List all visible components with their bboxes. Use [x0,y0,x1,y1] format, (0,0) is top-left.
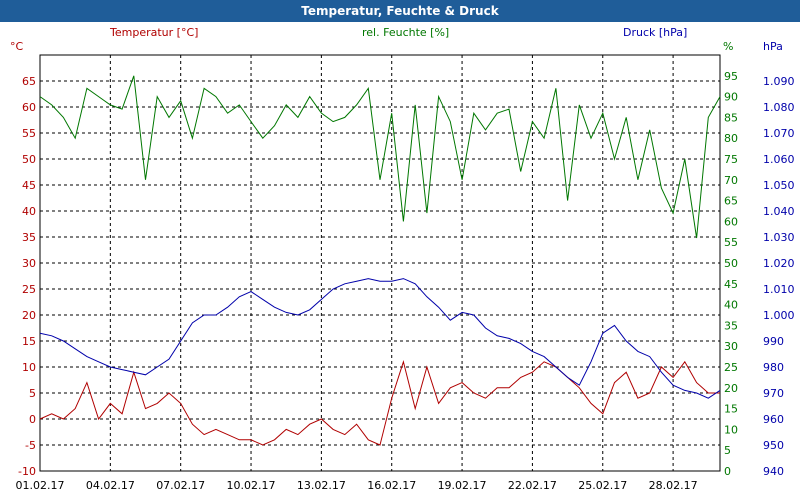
humidity-tick-label: 60 [724,215,738,228]
x-tick-label: 22.02.17 [508,479,557,492]
pressure-unit-label: hPa [763,40,783,53]
grid [40,55,720,472]
humidity-axis-label: rel. Feuchte [%] [362,26,449,39]
pressure-tick-label: 1.000 [763,309,795,322]
pressure-tick-label: 970 [763,387,784,400]
pressure-axis-label: Druck [hPa] [623,26,687,39]
humidity-tick-label: 65 [724,195,738,208]
series-layer [39,75,721,446]
x-tick-label: 25.02.17 [578,479,627,492]
humidity-tick-label: 15 [724,403,738,416]
pressure-tick-label: 1.030 [763,231,795,244]
chart-canvas: °C Temperatur [°C] rel. Feuchte [%] Druc… [0,22,800,500]
x-tick-label: 16.02.17 [367,479,416,492]
humidity-tick-label: 45 [724,278,738,291]
pressure-tick-label: 1.070 [763,127,795,140]
x-tick-label: 13.02.17 [297,479,346,492]
temperature-tick-label: 40 [22,205,36,218]
humidity-tick-label: 10 [724,423,738,436]
temperature-tick-label: 60 [22,101,36,114]
humidity-tick-label: 30 [724,340,738,353]
humidity-tick-label: 90 [724,91,738,104]
temperature-tick-label: 35 [22,231,36,244]
temperature-axis-label: Temperatur [°C] [109,26,198,39]
humidity-tick-label: 25 [724,361,738,374]
plot-frame [39,54,721,472]
pressure-tick-label: 950 [763,439,784,452]
x-tick-label: 19.02.17 [438,479,487,492]
temperature-tick-label: 20 [22,309,36,322]
x-tick-label: 10.02.17 [227,479,276,492]
humidity-tick-label: 55 [724,236,738,249]
temperature-series-line [39,359,720,446]
temperature-tick-label: 50 [22,153,36,166]
humidity-tick-label: 70 [724,174,738,187]
pressure-tick-label: 1.040 [763,205,795,218]
pressure-tick-label: 1.060 [763,153,795,166]
x-tick-label: 01.02.17 [16,479,65,492]
pressure-tick-label: 940 [763,465,784,478]
x-tick-label: 28.02.17 [649,479,698,492]
pressure-tick-label: 1.050 [763,179,795,192]
pressure-tick-label: 1.020 [763,257,795,270]
window-title: Temperatur, Feuchte & Druck [301,4,499,18]
temperature-tick-label: 30 [22,257,36,270]
temperature-tick-label: 0 [29,413,36,426]
axes: °C Temperatur [°C] rel. Feuchte [%] Druc… [10,26,795,492]
humidity-tick-label: 35 [724,319,738,332]
pressure-tick-label: 1.080 [763,101,795,114]
temperature-tick-label: -10 [18,465,36,478]
temperature-unit-label: °C [10,40,24,53]
humidity-tick-label: 5 [724,444,731,457]
x-tick-label: 07.02.17 [156,479,205,492]
pressure-tick-label: 990 [763,335,784,348]
temperature-tick-label: 15 [22,335,36,348]
temperature-tick-label: 45 [22,179,36,192]
humidity-tick-label: 80 [724,132,738,145]
humidity-tick-label: 50 [724,257,738,270]
pressure-tick-label: 1.090 [763,75,795,88]
temperature-tick-label: -5 [25,439,36,452]
temperature-tick-label: 65 [22,75,36,88]
pressure-tick-label: 980 [763,361,784,374]
pressure-series-line [39,278,721,399]
temperature-tick-label: 5 [29,387,36,400]
temperature-tick-label: 55 [22,127,36,140]
pressure-tick-label: 1.010 [763,283,795,296]
temperature-tick-label: 10 [22,361,36,374]
pressure-tick-label: 960 [763,413,784,426]
humidity-series-line [39,75,721,239]
humidity-unit-label: % [723,40,733,53]
humidity-tick-label: 75 [724,153,738,166]
temperature-tick-label: 25 [22,283,36,296]
window-titlebar: Temperatur, Feuchte & Druck [0,0,800,23]
humidity-tick-label: 20 [724,382,738,395]
humidity-tick-label: 40 [724,299,738,312]
humidity-tick-label: 85 [724,111,738,124]
humidity-tick-label: 95 [724,70,738,83]
x-tick-label: 04.02.17 [86,479,135,492]
humidity-tick-label: 0 [724,465,731,478]
